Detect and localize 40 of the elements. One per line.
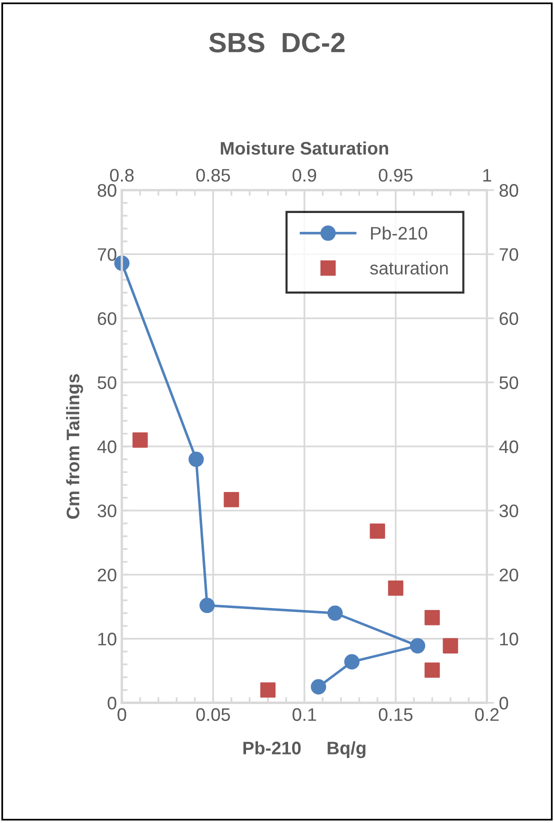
x-axis-title: Pb-210 Bq/g — [243, 741, 366, 758]
point — [199, 598, 215, 614]
y2-tick-label: 60 — [500, 312, 518, 326]
x2-tick-label: 0.85 — [196, 168, 230, 182]
point — [188, 452, 204, 467]
x-tick-label: 0.1 — [292, 708, 316, 721]
y-tick-label: 80 — [98, 184, 116, 197]
x2-tick-label: 0.95 — [378, 168, 413, 182]
y-tick-label: 20 — [98, 568, 116, 582]
y2-tick-label: 10 — [500, 632, 518, 646]
x2-tick-label: 0.8 — [110, 168, 134, 182]
legend-label: saturation — [370, 261, 448, 275]
x2-tick-label: 0.9 — [292, 168, 316, 182]
y2-tick-label: 80 — [500, 184, 518, 197]
y2-tick-label: 40 — [499, 440, 518, 454]
x2-tick-label: 1 — [483, 169, 492, 182]
point — [344, 654, 360, 670]
point — [310, 679, 326, 694]
x-tick-label: 0.2 — [475, 708, 499, 721]
point — [327, 605, 343, 621]
x2-axis-title: Moisture Saturation — [220, 141, 388, 155]
y-tick-label: 10 — [98, 632, 116, 646]
point — [410, 638, 426, 654]
y-tick-label: 70 — [98, 248, 116, 261]
y-tick-label: 50 — [98, 376, 116, 390]
y2-tick-label: 70 — [500, 248, 518, 261]
y2-tick-label: 20 — [500, 568, 518, 582]
legend-label: Pb-210 — [371, 226, 428, 240]
x-tick-label: 0 — [118, 708, 126, 721]
x-tick-label: 0.15 — [378, 708, 413, 721]
y-tick-label: 60 — [98, 312, 116, 326]
y-tick-label: 0 — [108, 696, 116, 710]
y2-tick-label: 0 — [499, 696, 508, 710]
y2-tick-label: 30 — [499, 504, 518, 518]
y-axis-title: Cm from Tailings — [66, 374, 84, 519]
y-tick-label: 30 — [98, 504, 116, 518]
x-tick-label: 0.05 — [196, 708, 230, 721]
chart-title: SBS DC-2 — [209, 32, 345, 52]
y2-tick-label: 50 — [499, 376, 518, 390]
y-tick-label: 40 — [97, 440, 116, 454]
